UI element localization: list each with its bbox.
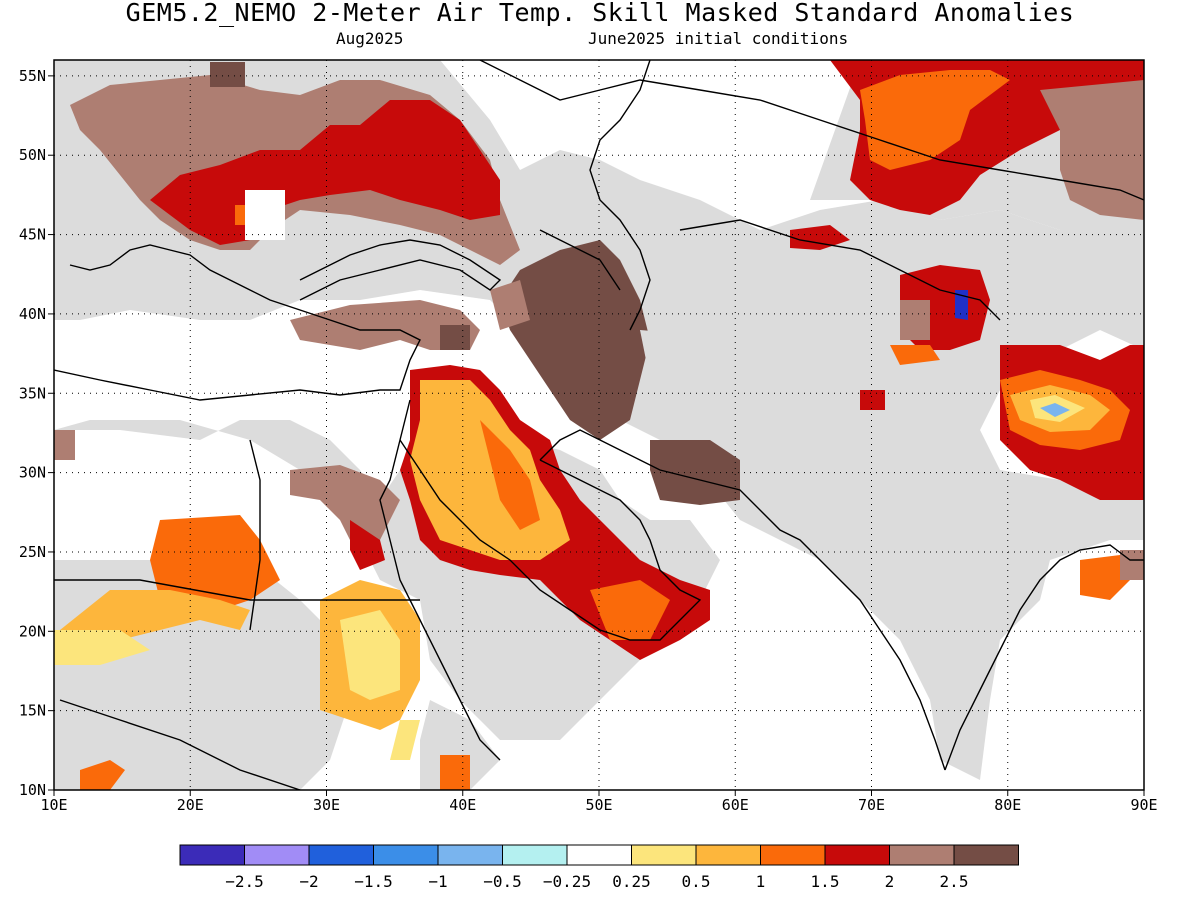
colorbar-label: 0.25 <box>612 872 651 891</box>
lat-tick-label: 45N <box>19 226 46 244</box>
colorbar-swatch <box>437 844 503 866</box>
lon-tick-label: 40E <box>449 796 476 814</box>
africa-anomaly <box>54 430 470 790</box>
lat-tick-label: 25N <box>19 543 46 561</box>
colorbar: −2.5 −2 −1.5 −1 −0.5 −0.25 0.25 0.5 1 1.5 2 2.5 <box>179 844 1019 891</box>
lon-tick-label: 70E <box>858 796 885 814</box>
colorbar-swatch <box>373 844 439 866</box>
colorbar-label: 2.5 <box>940 872 969 891</box>
central-asia-anomaly <box>790 60 1144 410</box>
colorbar-swatch <box>953 844 1019 866</box>
page-title: GEM5.2_NEMO 2-Meter Air Temp. Skill Mask… <box>125 0 1075 27</box>
colorbar-swatch <box>760 844 826 866</box>
lat-tick-label: 55N <box>19 67 46 85</box>
init-conditions: June2025 initial conditions <box>588 29 849 48</box>
map-axis-ticks: 10E 20E 30E 40E 50E 60E 70E 80E 90E 10N 15N 20N 25N 3… <box>19 67 1158 814</box>
colorbar-label: 0.5 <box>682 872 711 891</box>
lat-tick-label: 15N <box>19 702 46 720</box>
valid-month: Aug2025 <box>336 29 404 48</box>
colorbar-label: −2 <box>299 872 318 891</box>
colorbar-swatch <box>695 844 761 866</box>
lat-tick-label: 35N <box>19 384 46 402</box>
colorbar-label: −1 <box>428 872 447 891</box>
lon-tick-label: 80E <box>994 796 1021 814</box>
balkans-anomaly <box>70 62 520 350</box>
lon-tick-label: 20E <box>177 796 204 814</box>
lon-tick-label: 50E <box>585 796 612 814</box>
colorbar-swatch <box>631 844 697 866</box>
colorbar-label: −0.5 <box>483 872 522 891</box>
lat-tick-label: 20N <box>19 622 46 640</box>
colorbar-swatch <box>502 844 568 866</box>
lat-tick-label: 50N <box>19 146 46 164</box>
lon-tick-label: 30E <box>313 796 340 814</box>
colorbar-swatch <box>244 844 310 866</box>
colorbar-label: 2 <box>885 872 895 891</box>
colorbar-label: 1.5 <box>811 872 840 891</box>
lon-tick-label: 10E <box>40 796 67 814</box>
colorbar-label: 1 <box>756 872 766 891</box>
tibet-anomaly <box>1000 345 1144 600</box>
coastlines <box>54 60 1144 790</box>
colorbar-swatch <box>179 844 245 866</box>
colorbar-swatch <box>889 844 955 866</box>
colorbar-swatch <box>824 844 890 866</box>
colorbar-label: −0.25 <box>543 872 591 891</box>
colorbar-label: −1.5 <box>354 872 393 891</box>
colorbar-swatch <box>566 844 632 866</box>
lon-tick-label: 90E <box>1130 796 1157 814</box>
lon-tick-label: 60E <box>722 796 749 814</box>
lat-tick-label: 40N <box>19 305 46 323</box>
lat-tick-label: 30N <box>19 464 46 482</box>
iran-anomaly <box>490 240 760 505</box>
lat-tick-label: 10N <box>19 781 46 799</box>
arabia-anomaly <box>290 365 710 660</box>
colorbar-label: −2.5 <box>225 872 264 891</box>
colorbar-swatch <box>308 844 374 866</box>
